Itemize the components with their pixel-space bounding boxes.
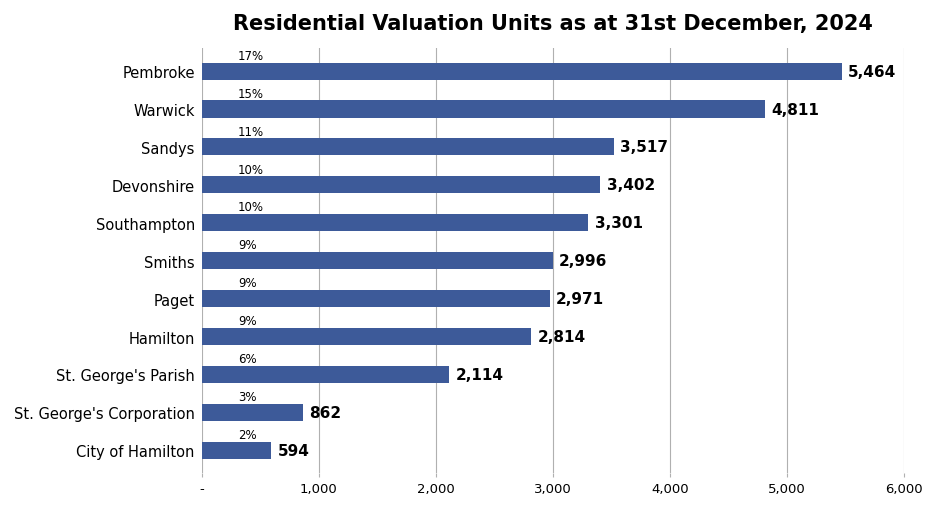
Text: 3,301: 3,301	[594, 216, 642, 231]
Text: 5,464: 5,464	[847, 65, 895, 79]
Title: Residential Valuation Units as at 31st December, 2024: Residential Valuation Units as at 31st D…	[233, 14, 872, 34]
Text: 11%: 11%	[238, 125, 264, 138]
Text: 862: 862	[309, 405, 341, 420]
Text: 3,517: 3,517	[620, 140, 667, 155]
Text: 3,402: 3,402	[606, 178, 654, 193]
Bar	[201, 404, 302, 421]
Text: 9%: 9%	[238, 239, 256, 252]
Text: 10%: 10%	[238, 163, 264, 176]
Bar	[201, 328, 531, 346]
Text: 3%: 3%	[238, 390, 256, 403]
Text: 2,814: 2,814	[537, 329, 585, 345]
Text: 2,996: 2,996	[559, 253, 607, 269]
Bar	[201, 64, 841, 80]
Text: 9%: 9%	[238, 277, 256, 290]
Text: 10%: 10%	[238, 201, 264, 214]
Bar	[201, 215, 588, 232]
Bar	[201, 366, 448, 383]
Bar	[201, 139, 613, 156]
Bar	[201, 252, 552, 270]
Text: 4,811: 4,811	[770, 102, 818, 117]
Text: 594: 594	[277, 443, 309, 458]
Text: 15%: 15%	[238, 88, 264, 100]
Bar	[201, 442, 271, 459]
Bar	[201, 101, 765, 118]
Text: 6%: 6%	[238, 353, 256, 365]
Bar	[201, 291, 549, 307]
Text: 2%: 2%	[238, 428, 256, 441]
Text: 2,114: 2,114	[455, 367, 504, 382]
Bar	[201, 177, 599, 194]
Text: 2,971: 2,971	[555, 292, 604, 306]
Text: 17%: 17%	[238, 50, 264, 63]
Text: 9%: 9%	[238, 315, 256, 328]
